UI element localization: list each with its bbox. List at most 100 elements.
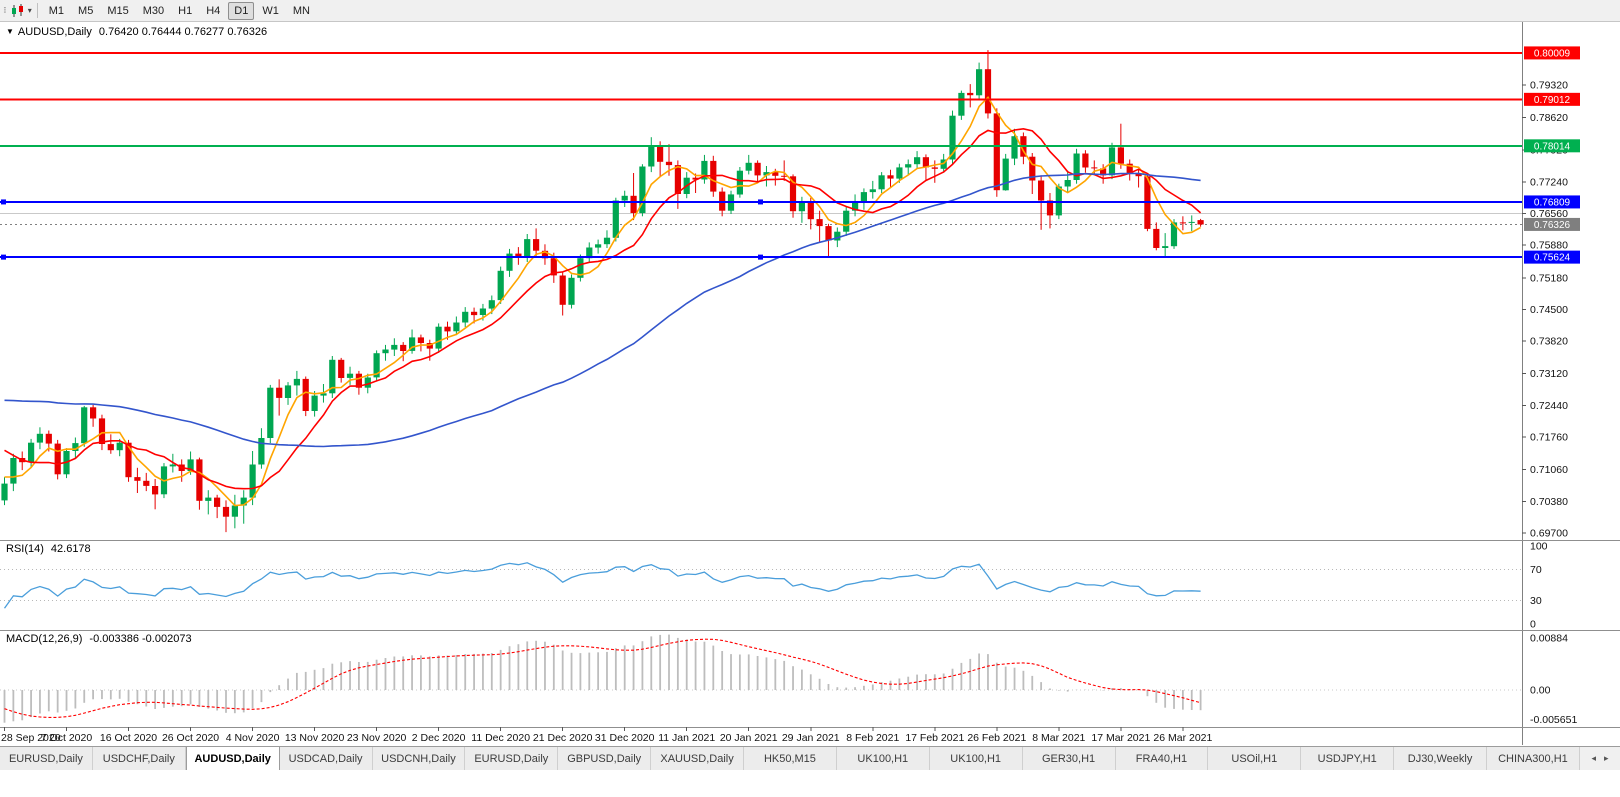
horizontal-line-0.76809[interactable] [0, 199, 1522, 205]
collapse-triangle-icon[interactable]: ▼ [6, 27, 14, 36]
ma-mid-red [4, 127, 1202, 490]
svg-text:7 Oct 2020: 7 Oct 2020 [41, 732, 93, 744]
chart-type-icon[interactable] [9, 3, 27, 19]
rsi-line [3, 562, 1201, 609]
timeframe-button-m30[interactable]: M30 [142, 4, 165, 17]
svg-text:0.79320: 0.79320 [1530, 80, 1568, 92]
chart-tab-eurusd-daily[interactable]: EURUSD,Daily [465, 747, 559, 770]
svg-text:17 Feb 2021: 17 Feb 2021 [905, 732, 964, 744]
svg-text:70: 70 [1530, 564, 1542, 576]
line-anchor-left [1, 254, 6, 260]
chart-tab-audusd-daily[interactable]: AUDUSD,Daily [185, 747, 280, 770]
chart-area: 0.793200.786200.779200.772400.765600.758… [0, 22, 1620, 745]
chart-tab-dj30-weekly[interactable]: DJ30,Weekly [1394, 747, 1487, 770]
chart-tab-usoil-h1[interactable]: USOil,H1 [1208, 747, 1302, 770]
chart-title: ▼ AUDUSD,Daily 0.76420 0.76444 0.76277 0.7… [6, 26, 267, 38]
svg-text:11 Dec 2020: 11 Dec 2020 [471, 732, 530, 744]
chart-tab-usdjpy-h1[interactable]: USDJPY,H1 [1301, 747, 1395, 770]
price-badge-0.78014: 0.78014 [1524, 139, 1580, 153]
toolbar-grip[interactable]: ⁝⁝ [3, 5, 6, 15]
svg-text:0.76560: 0.76560 [1530, 208, 1568, 220]
horizontal-line-0.75624[interactable] [0, 254, 1522, 260]
timeframe-button-h1[interactable]: H1 [178, 4, 193, 17]
svg-text:0.80009: 0.80009 [1534, 48, 1571, 59]
svg-text:0.00: 0.00 [1530, 685, 1551, 697]
chart-tab-usdchf-daily[interactable]: USDCHF,Daily [92, 747, 186, 770]
timeframe-button-m5[interactable]: M5 [78, 4, 94, 17]
rsi-panel: 100 70 30 0 [0, 541, 1548, 631]
price-badge-0.80009: 0.80009 [1524, 46, 1580, 60]
chart-tab-bar: EURUSD,Daily USDCHF,Daily AUDUSD,Daily USDC… [0, 746, 1620, 770]
chart-type-dropdown-caret[interactable]: ▾ [27, 6, 32, 15]
svg-text:0.72440: 0.72440 [1530, 400, 1568, 412]
ohlc-values: 0.76420 0.76444 0.76277 0.76326 [98, 26, 268, 38]
tab-scroll-left-icon[interactable]: ◂ [1591, 753, 1596, 763]
svg-text:23 Nov 2020: 23 Nov 2020 [347, 732, 407, 744]
toolbar-separator [36, 3, 38, 18]
svg-text:0.71060: 0.71060 [1530, 464, 1568, 476]
svg-text:29 Jan 2021: 29 Jan 2021 [782, 732, 840, 744]
chart-tab-uk100-h1[interactable]: UK100,H1 [929, 747, 1023, 770]
chart-tab-eurusd-daily[interactable]: EURUSD,Daily [0, 747, 93, 770]
svg-text:28 Sep 2020: 28 Sep 2020 [1, 732, 61, 744]
svg-text:0.79012: 0.79012 [1534, 95, 1571, 106]
chart-tabs-group: EURUSD,Daily USDCHF,Daily AUDUSD,Daily USDC… [0, 747, 1580, 770]
svg-text:2 Dec 2020: 2 Dec 2020 [412, 732, 466, 744]
svg-text:30: 30 [1530, 595, 1542, 607]
svg-text:0.69700: 0.69700 [1530, 528, 1568, 540]
svg-text:0.78014: 0.78014 [1534, 141, 1571, 152]
rsi-indicator-label: RSI(14) 42.6178 [6, 543, 91, 555]
line-anchor-left [1, 199, 6, 205]
chart-tab-hk50-m15[interactable]: HK50,M15 [744, 747, 837, 770]
chart-tab-gbpusd-daily[interactable]: GBPUSD,Daily [558, 747, 652, 770]
svg-text:0.75624: 0.75624 [1534, 253, 1571, 264]
svg-text:0.76326: 0.76326 [1534, 220, 1571, 231]
timeframe-button-mn[interactable]: MN [292, 4, 310, 17]
timeframe-button-m15[interactable]: M15 [107, 4, 129, 17]
macd-current-values: -0.003386 -0.002073 [89, 633, 192, 645]
chart-tab-usdcad-daily[interactable]: USDCAD,Daily [279, 747, 373, 770]
svg-text:21 Dec 2020: 21 Dec 2020 [533, 732, 593, 744]
svg-text:16 Oct 2020: 16 Oct 2020 [100, 732, 157, 744]
timeframe-button-h4[interactable]: H4 [206, 4, 221, 17]
svg-text:-0.005651: -0.005651 [1530, 714, 1577, 726]
price-axis: 0.793200.786200.779200.772400.765600.758… [1522, 22, 1580, 745]
svg-text:20 Jan 2021: 20 Jan 2021 [720, 732, 778, 744]
macd-indicator-label: MACD(12,26,9) -0.003386 -0.002073 [6, 633, 192, 645]
timeframe-button-d1[interactable]: D1 [228, 1, 255, 20]
chart-tab-china300-h1[interactable]: CHINA300,H1 [1487, 747, 1580, 770]
price-badge-0.79012: 0.79012 [1524, 92, 1580, 106]
svg-text:26 Feb 2021: 26 Feb 2021 [967, 732, 1026, 744]
line-anchor-center [758, 254, 763, 260]
svg-text:8 Mar 2021: 8 Mar 2021 [1032, 732, 1085, 744]
svg-text:0.73820: 0.73820 [1530, 336, 1568, 348]
timeframe-button-m1[interactable]: M1 [48, 4, 65, 17]
macd-signal-line [4, 638, 1201, 718]
chart-tab-usdcnh-daily[interactable]: USDCNH,Daily [372, 747, 466, 770]
chart-tab-fra40-h1[interactable]: FRA40,H1 [1115, 747, 1209, 770]
tab-scroll-right-icon[interactable]: ▸ [1604, 753, 1609, 763]
macd-histogram [3, 634, 1202, 723]
timeframe-buttons-group: M1 M5 M15 M30 H1 H4 D1 W1 MN [43, 1, 318, 20]
tab-scroll-arrows: ◂ ▸ [1580, 747, 1620, 770]
chart-tab-uk100-h1[interactable]: UK100,H1 [836, 747, 930, 770]
price-chart-canvas[interactable]: 0.793200.786200.779200.772400.765600.758… [0, 22, 1620, 745]
svg-text:31 Dec 2020: 31 Dec 2020 [595, 732, 655, 744]
macd-name: MACD(12,26,9) [6, 633, 83, 645]
price-badge-0.75624: 0.75624 [1524, 250, 1580, 264]
svg-text:0.75180: 0.75180 [1530, 272, 1568, 284]
svg-text:100: 100 [1530, 541, 1548, 553]
chart-tab-xauusd-daily[interactable]: XAUUSD,Daily [651, 747, 744, 770]
svg-text:0.71760: 0.71760 [1530, 432, 1568, 444]
svg-text:0.70380: 0.70380 [1530, 496, 1568, 508]
svg-text:0: 0 [1530, 619, 1536, 631]
svg-text:0.73120: 0.73120 [1530, 368, 1568, 380]
svg-text:0.00884: 0.00884 [1530, 633, 1568, 645]
timeframe-button-w1[interactable]: W1 [262, 4, 279, 17]
chart-tab-ger30-h1[interactable]: GER30,H1 [1022, 747, 1116, 770]
svg-text:26 Mar 2021: 26 Mar 2021 [1153, 732, 1212, 744]
timeframe-toolbar: ⁝⁝ ▾ M1 M5 M15 M30 H1 H4 D1 W1 MN [0, 0, 1620, 22]
svg-text:8 Feb 2021: 8 Feb 2021 [846, 732, 899, 744]
svg-text:26 Oct 2020: 26 Oct 2020 [162, 732, 219, 744]
